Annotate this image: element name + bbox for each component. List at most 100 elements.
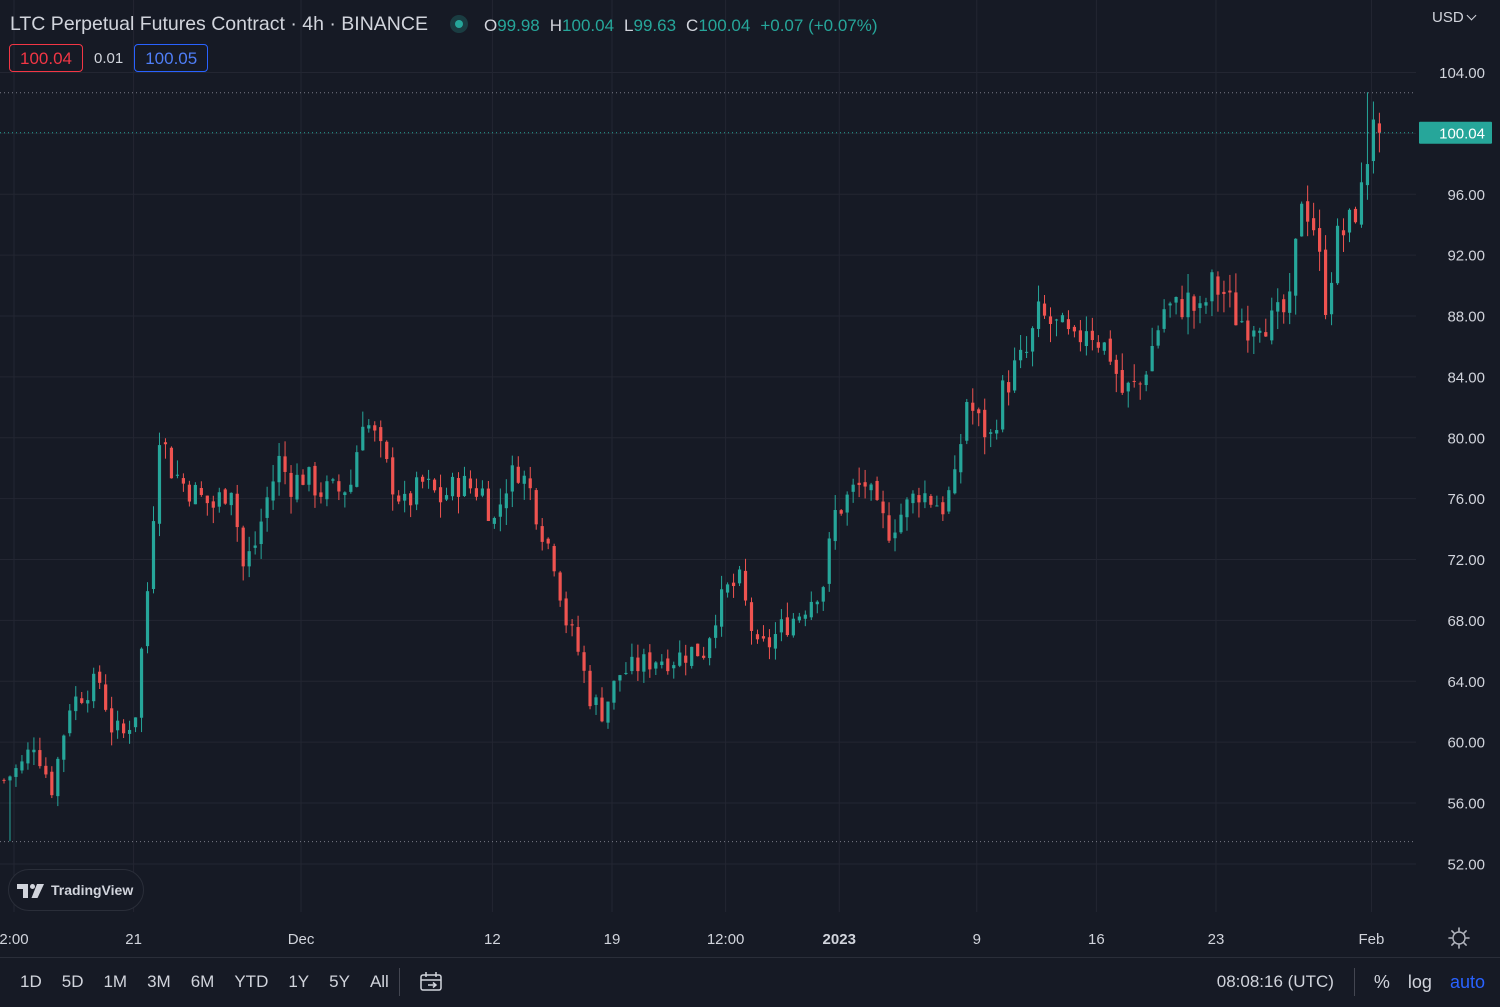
candle-up [833, 510, 837, 542]
candle-up [175, 474, 180, 476]
candle-down [755, 634, 760, 640]
percent-scale-button[interactable]: % [1373, 971, 1390, 992]
candle-down [648, 652, 652, 670]
range-1m-button[interactable]: 1M [103, 972, 128, 991]
candle-up [8, 776, 12, 781]
bottom-toolbar: 1D 5D 1M 3M 6M YTD 1Y 5Y All 08:08:16 (U… [0, 957, 1500, 1007]
go-to-date-icon[interactable] [418, 969, 444, 995]
price-chart[interactable]: 104.00100.0096.0092.0088.0084.0080.0076.… [0, 0, 1500, 957]
range-6m-button[interactable]: 6M [190, 972, 215, 991]
candle-up [1168, 303, 1172, 306]
candle-down [80, 698, 84, 703]
range-3m-button[interactable]: 3M [147, 972, 171, 991]
gear-icon[interactable] [1447, 926, 1471, 950]
candle-up [492, 518, 496, 524]
candle-up [773, 634, 778, 649]
last-price-badge[interactable] [1419, 121, 1492, 144]
ohlc-values: O99.98 H100.04 L99.63 C100.04 +0.07 (+0.… [483, 15, 878, 35]
candle-down [385, 441, 389, 460]
candle-up [193, 484, 197, 505]
tradingview-logo[interactable]: TradingView [8, 869, 144, 911]
candle-up [1150, 346, 1154, 372]
candle-up [74, 696, 78, 712]
y-axis-tick-label: 104.00 [1439, 65, 1485, 82]
candle-up [737, 569, 742, 584]
candle-up [331, 479, 335, 481]
candle-up [845, 494, 849, 513]
candle-up [1204, 302, 1208, 306]
buy-button[interactable]: 100.05 [134, 44, 209, 72]
candle-down [570, 624, 574, 626]
candle-down [474, 488, 479, 497]
candle-down [564, 598, 568, 626]
log-scale-button[interactable]: log [1407, 971, 1432, 992]
candle-up [606, 701, 610, 723]
candle-down [863, 482, 867, 487]
candle-up [911, 493, 915, 504]
auto-scale-button[interactable]: auto [1449, 971, 1485, 992]
candle-up [851, 484, 855, 492]
candle-down [1264, 332, 1268, 337]
candle-up [809, 601, 813, 618]
range-all-button[interactable]: All [369, 972, 389, 991]
candle-up [714, 625, 718, 638]
candle-up [32, 749, 36, 753]
legend: LTC Perpetual Futures Contract · 4h · BI… [10, 10, 878, 38]
candle-down [971, 402, 975, 411]
y-axis-tick-label: 68.00 [1447, 613, 1485, 630]
candle-up [86, 700, 90, 704]
candle-down [684, 655, 688, 663]
candle-down [516, 466, 520, 483]
candle-up [325, 481, 329, 500]
candle-up [151, 521, 156, 590]
range-5d-button[interactable]: 5D [61, 972, 84, 991]
candle-up [1162, 309, 1166, 329]
x-axis-tick-label: 2:00 [0, 931, 29, 948]
candle-up [720, 589, 724, 627]
candle-up [923, 493, 927, 503]
spread-value: 0.01 [94, 49, 124, 67]
range-ytd-button[interactable]: YTD [234, 972, 269, 991]
candle-down [110, 708, 114, 733]
candle-up [1126, 382, 1130, 392]
candle-down [636, 657, 640, 672]
candle-up [1174, 297, 1178, 303]
sell-button[interactable]: 100.04 [9, 44, 83, 72]
candle-down [241, 527, 245, 567]
currency-selector[interactable]: USD [1432, 9, 1477, 26]
candle-up [797, 616, 801, 621]
symbol-title[interactable]: LTC Perpetual Futures Contract · 4h · BI… [10, 12, 428, 35]
candle-up [1210, 272, 1214, 302]
candle-down [163, 442, 168, 445]
candle-up [1030, 328, 1035, 352]
candle-up [1144, 374, 1148, 386]
candle-down [187, 484, 191, 502]
candle-down [1306, 201, 1310, 222]
candle-down [1132, 380, 1136, 382]
candle-down [588, 670, 592, 707]
candle-down [391, 457, 395, 495]
candle-down [1282, 299, 1286, 313]
candle-down [1228, 290, 1232, 293]
market-status-icon[interactable] [449, 15, 468, 33]
candle-up [1186, 292, 1190, 318]
candle-up [1198, 303, 1202, 309]
candle-up [217, 492, 221, 507]
range-5y-button[interactable]: 5Y [329, 972, 350, 991]
candle-up [504, 493, 508, 509]
candle-down [1180, 299, 1184, 318]
range-1d-button[interactable]: 1D [20, 972, 42, 991]
candle-up [510, 465, 514, 492]
candle-down [223, 489, 227, 504]
candle-up [618, 675, 622, 681]
x-axis-tick-label: 23 [1208, 931, 1225, 948]
candle-up [624, 672, 628, 674]
utc-clock[interactable]: 08:08:16 (UTC) [1216, 972, 1334, 991]
candle-down [283, 456, 287, 472]
range-1y-button[interactable]: 1Y [288, 972, 310, 991]
candle-down [1078, 330, 1082, 343]
y-axis-tick-label: 84.00 [1447, 369, 1485, 386]
candle-up [1001, 380, 1005, 430]
candle-down [1246, 320, 1250, 341]
chart-tools: 08:08:16 (UTC) % log auto [1217, 957, 1500, 1007]
